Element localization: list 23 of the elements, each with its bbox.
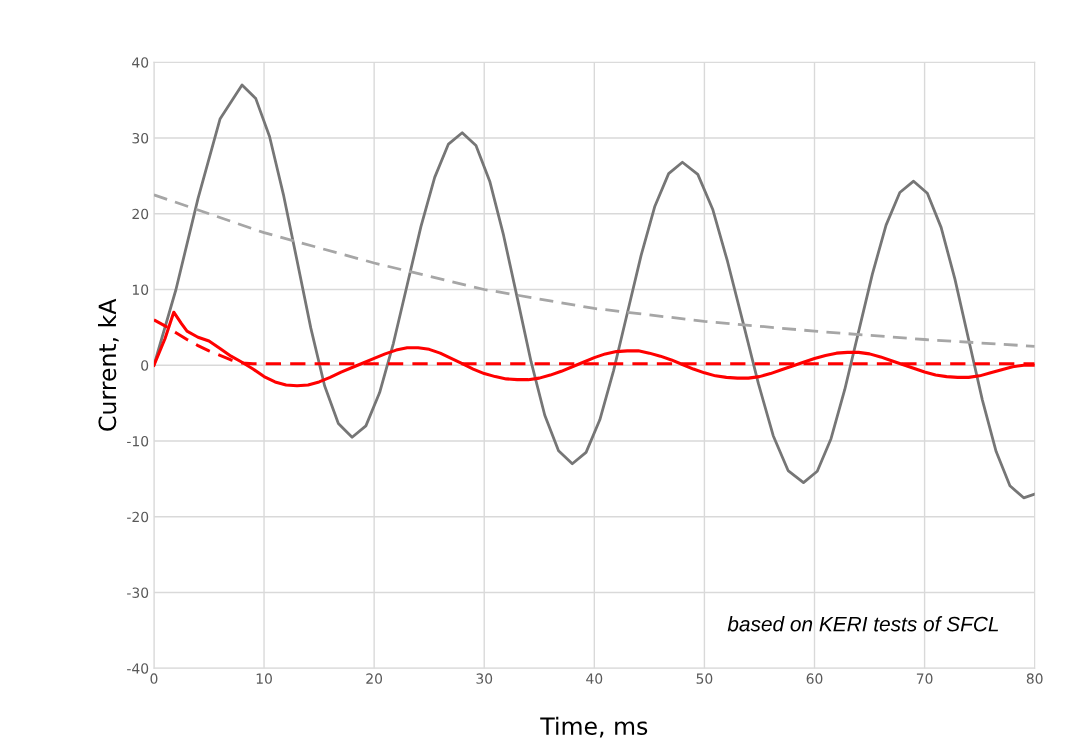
x-tick-label: 40: [586, 673, 603, 684]
x-tick-label: 60: [806, 673, 823, 684]
y-tick-label: 30: [132, 132, 149, 144]
y-tick-label: 10: [132, 284, 149, 295]
y-axis-title: Current, kA: [98, 298, 119, 431]
x-tick-label: 50: [696, 673, 713, 684]
annotation: based on KERI tests of SFCL: [727, 616, 999, 632]
x-tick-label: 80: [1026, 673, 1043, 684]
x-axis-title: Time, ms: [540, 716, 648, 738]
x-tick-label: 70: [916, 673, 933, 684]
line-series: [153, 193, 1035, 348]
y-tick-label: -30: [127, 587, 149, 598]
line-series: [153, 83, 1035, 500]
x-tick-label: 20: [366, 673, 383, 684]
x-tick-label: 30: [476, 673, 493, 684]
y-tick-label: -20: [127, 511, 149, 523]
x-tick-label: 10: [256, 673, 272, 684]
y-tick-label: 40: [132, 57, 149, 68]
y-tick-label: 20: [132, 208, 149, 220]
y-tick-label: -40: [127, 663, 149, 674]
x-tick-label: 0: [150, 673, 158, 684]
y-tick-label: 0: [141, 360, 149, 371]
y-tick-label: -10: [127, 435, 149, 447]
